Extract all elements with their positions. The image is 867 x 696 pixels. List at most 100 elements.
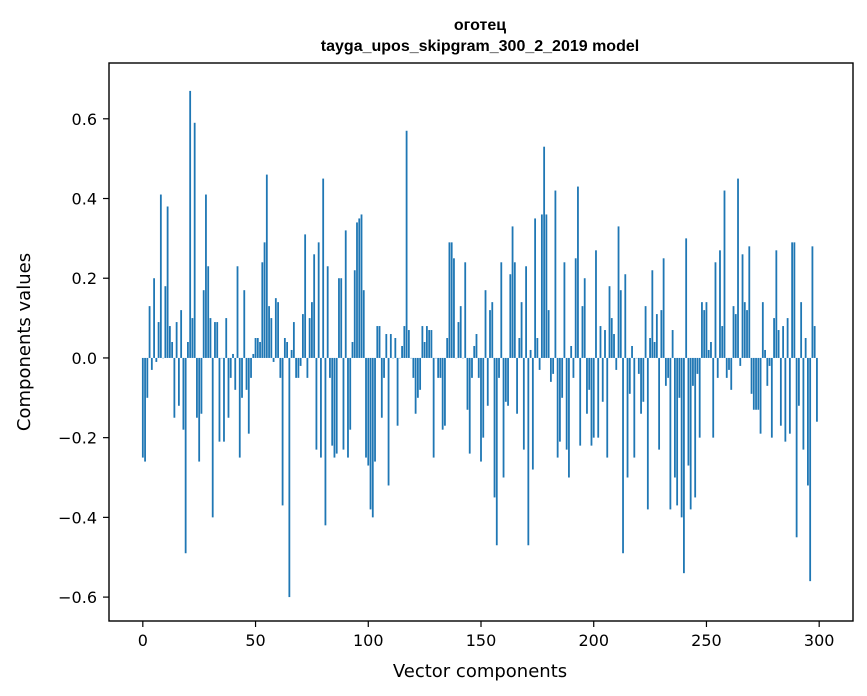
bar [683, 357, 685, 574]
bar [468, 357, 471, 454]
y-tick-label: −0.4 [58, 508, 97, 527]
bar [525, 266, 527, 358]
bar [389, 334, 392, 358]
bar [446, 338, 449, 358]
bar [701, 302, 703, 358]
bar [153, 278, 155, 358]
bar [394, 338, 397, 358]
bar [613, 334, 615, 358]
bar [671, 330, 674, 358]
y-tick-label: −0.6 [58, 588, 97, 607]
bar [227, 357, 230, 418]
bar [254, 338, 257, 358]
bar [238, 357, 241, 458]
bar [628, 357, 631, 394]
bar [617, 226, 620, 358]
bar [547, 310, 550, 358]
bar [444, 357, 446, 426]
bar [782, 326, 785, 358]
bar [500, 262, 503, 358]
bar [191, 318, 194, 358]
bar [795, 357, 798, 538]
plot-frame [108, 62, 854, 622]
bar [322, 178, 325, 358]
bar [290, 349, 293, 358]
bar [561, 357, 564, 398]
bar [383, 357, 385, 378]
bar [570, 345, 573, 358]
bar [148, 306, 151, 358]
bar [750, 357, 753, 394]
bar [371, 357, 374, 518]
bar [421, 326, 424, 358]
bar [655, 314, 658, 358]
bar [579, 357, 582, 446]
bar [380, 357, 383, 418]
bar [676, 357, 679, 506]
bar [311, 302, 313, 358]
bar [755, 357, 757, 410]
bar [243, 290, 246, 358]
bar [495, 357, 498, 546]
bar [673, 357, 676, 478]
bar [378, 326, 381, 358]
bar [270, 318, 273, 358]
bar [416, 357, 419, 398]
bar [430, 330, 433, 358]
bar [606, 357, 609, 458]
bar [737, 178, 739, 358]
bar [150, 357, 153, 370]
bar [168, 326, 171, 358]
x-axis-label: Vector components [393, 661, 567, 682]
bar [734, 314, 737, 358]
bar [527, 357, 530, 546]
bar [540, 214, 543, 358]
bar [712, 357, 715, 438]
bar [741, 254, 744, 358]
bar [193, 122, 196, 358]
bar [707, 349, 710, 358]
chart-title: оготец [454, 17, 506, 34]
bar [516, 357, 518, 414]
bar [728, 357, 730, 370]
y-tick-label: 0.4 [72, 190, 97, 209]
bar [581, 306, 584, 358]
bar [615, 357, 618, 370]
bar [689, 357, 692, 510]
bar [223, 357, 225, 442]
bar [777, 330, 780, 358]
bar [619, 290, 622, 358]
bar [471, 357, 473, 378]
bar [484, 290, 487, 358]
bar [775, 250, 778, 358]
bar [793, 242, 796, 358]
bar [144, 357, 146, 462]
bar [475, 334, 478, 358]
bar [768, 357, 771, 366]
bar [644, 306, 647, 358]
bar [746, 310, 748, 358]
bar [423, 342, 426, 358]
bar [159, 194, 162, 358]
bar [387, 357, 390, 486]
bar [313, 254, 316, 358]
bar [730, 357, 733, 390]
bar [633, 357, 636, 458]
bar [752, 357, 755, 410]
bar [685, 238, 688, 358]
bar [520, 302, 523, 358]
bar [247, 357, 250, 434]
bar [376, 326, 379, 358]
bar [308, 318, 311, 358]
bar [680, 357, 683, 518]
bar [807, 357, 809, 486]
bar [306, 357, 309, 378]
bar [723, 190, 726, 358]
bar [766, 357, 769, 386]
bar [292, 322, 295, 358]
bar [155, 357, 158, 362]
bar [464, 262, 467, 358]
bar [347, 357, 349, 458]
bar [563, 262, 566, 358]
bar [369, 357, 372, 510]
